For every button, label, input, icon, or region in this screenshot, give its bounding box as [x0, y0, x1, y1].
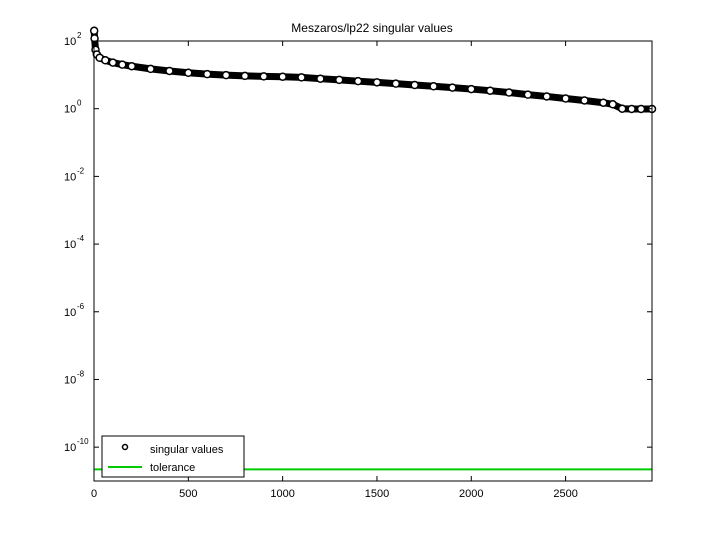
data-point — [391, 79, 401, 88]
y-tick-label: 100 — [64, 99, 82, 116]
x-axis: 0 500 1000 1500 2000 2500 — [91, 41, 578, 500]
x-tick-label: 1500 — [365, 488, 389, 500]
data-point — [561, 94, 570, 103]
data-point — [523, 90, 533, 99]
data-point — [108, 58, 118, 67]
legend: singular values tolerance — [101, 435, 245, 478]
x-tick-label: 0 — [91, 488, 97, 500]
data-point — [259, 72, 269, 81]
data-point — [485, 86, 495, 95]
data-point — [278, 72, 287, 81]
data-point — [90, 34, 99, 43]
x-tick-label: 2500 — [553, 488, 577, 500]
y-tick-label-exponent: -4 — [77, 234, 85, 243]
x-tick-label: 2000 — [459, 488, 483, 500]
data-point — [89, 26, 99, 36]
data-point — [334, 75, 344, 85]
data-point — [146, 64, 155, 74]
legend-box — [101, 435, 245, 478]
plot-frame — [93, 40, 653, 482]
data-point — [372, 78, 382, 87]
legend-label: singular values — [150, 444, 224, 456]
data-point — [240, 71, 250, 81]
y-tick-label: 10-8 — [64, 369, 85, 386]
data-point — [448, 83, 457, 92]
y-tick-label-exponent: -2 — [77, 166, 85, 175]
x-tick-label: 1000 — [270, 488, 294, 500]
data-point — [627, 104, 636, 114]
chart-title: Meszaros/lp22 singular values — [291, 21, 452, 35]
data-point — [297, 73, 306, 82]
x-tick-label: 500 — [179, 488, 197, 500]
y-tick-label: 10-10 — [64, 437, 89, 454]
data-point — [184, 68, 193, 78]
y-tick-label-exponent: -10 — [77, 437, 89, 446]
data-point — [542, 92, 551, 101]
y-tick-label: 10-4 — [64, 234, 85, 251]
data-point — [599, 98, 608, 107]
data-point — [353, 76, 363, 86]
data-point — [617, 104, 627, 113]
y-tick-label: 102 — [64, 31, 82, 48]
y-tick-label-base: 10 — [64, 104, 76, 116]
data-point — [608, 100, 618, 109]
y-tick-label-base: 10 — [64, 374, 76, 386]
legend-swatch-marker — [121, 443, 129, 451]
data-point — [101, 55, 110, 65]
data-point — [636, 104, 646, 114]
data-point — [221, 70, 231, 80]
data-point — [410, 80, 419, 90]
series-singular-values — [89, 26, 657, 114]
y-tick-label-base: 10 — [64, 442, 76, 454]
data-point — [316, 74, 325, 83]
y-tick-label-exponent: 2 — [77, 31, 82, 40]
data-point — [118, 60, 127, 69]
y-tick-label-base: 10 — [64, 239, 76, 251]
y-tick-label-base: 10 — [64, 307, 76, 319]
legend-label: tolerance — [150, 462, 195, 474]
data-point — [504, 88, 514, 97]
y-tick-label: 10-2 — [64, 166, 85, 183]
y-tick-label-exponent: 0 — [77, 99, 82, 108]
y-tick-label-exponent: -8 — [77, 369, 85, 378]
y-tick-label-exponent: -6 — [77, 302, 85, 311]
data-point — [580, 96, 589, 105]
data-point — [165, 66, 174, 76]
y-tick-label-base: 10 — [64, 171, 76, 183]
y-tick-label-base: 10 — [64, 36, 76, 48]
data-point — [202, 69, 212, 79]
data-point — [429, 82, 438, 91]
data-point — [467, 84, 476, 94]
data-point — [127, 61, 136, 71]
y-tick-label: 10-6 — [64, 302, 85, 319]
